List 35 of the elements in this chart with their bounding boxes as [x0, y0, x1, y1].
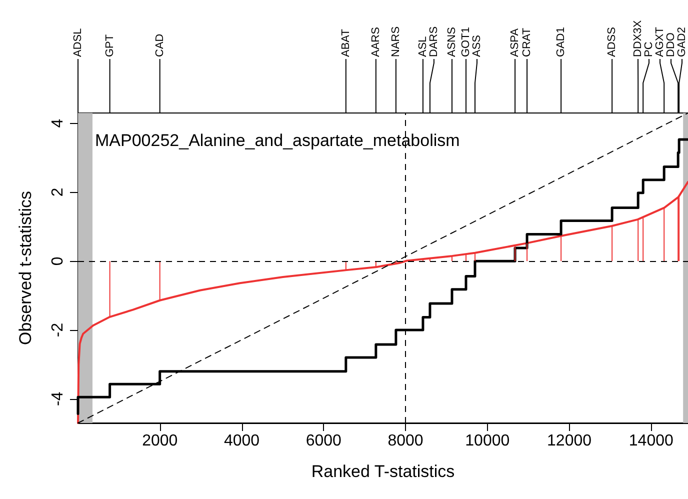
annotation: PC — [643, 42, 655, 57]
annotation: NARS — [390, 26, 402, 57]
annotation: DDO — [665, 32, 677, 57]
x-tick-label: 14000 — [628, 432, 674, 450]
y-tick-label: 0 — [50, 256, 66, 266]
annotation: DARS — [428, 26, 440, 57]
annotation: ADSS — [606, 27, 618, 57]
x-tick-label: 10000 — [465, 432, 510, 450]
y-tick-label: -4 — [50, 392, 66, 406]
x-tick-label: 2000 — [142, 432, 178, 450]
annotation: CRAT — [521, 28, 534, 57]
y-tick-label: 2 — [50, 188, 66, 197]
annotation: ASS — [470, 34, 483, 57]
annotation: GPT — [104, 34, 116, 57]
annotation: ABAT — [340, 28, 352, 57]
annotation: GAD2 — [676, 27, 688, 57]
annotation: ADSL — [72, 28, 84, 57]
x-axis-title: Ranked T-statistics — [311, 462, 455, 481]
x-tick-label: 4000 — [224, 432, 260, 450]
annotation: DDX3X — [632, 20, 644, 57]
annotation: CAD — [154, 34, 166, 57]
annotation: GOT1 — [460, 27, 472, 57]
x-tick-label: 6000 — [306, 432, 342, 450]
x-tick-label: 12000 — [547, 432, 592, 450]
annotation: ASPA — [509, 28, 522, 57]
annotation: AARS — [370, 27, 382, 57]
annotation: AGXT — [654, 26, 666, 57]
y-axis-title: Observed t-statistics — [16, 191, 35, 345]
y-tick-label: 4 — [50, 118, 66, 128]
y-tick-label: -2 — [50, 322, 66, 338]
annotation: GAD1 — [555, 27, 568, 57]
annotation: ASL — [416, 36, 429, 57]
annotation: ASNS — [446, 27, 458, 57]
x-tick-label: 8000 — [388, 432, 424, 450]
text: MAP00252_Alanine_and_aspartate_metabolism — [95, 131, 460, 150]
